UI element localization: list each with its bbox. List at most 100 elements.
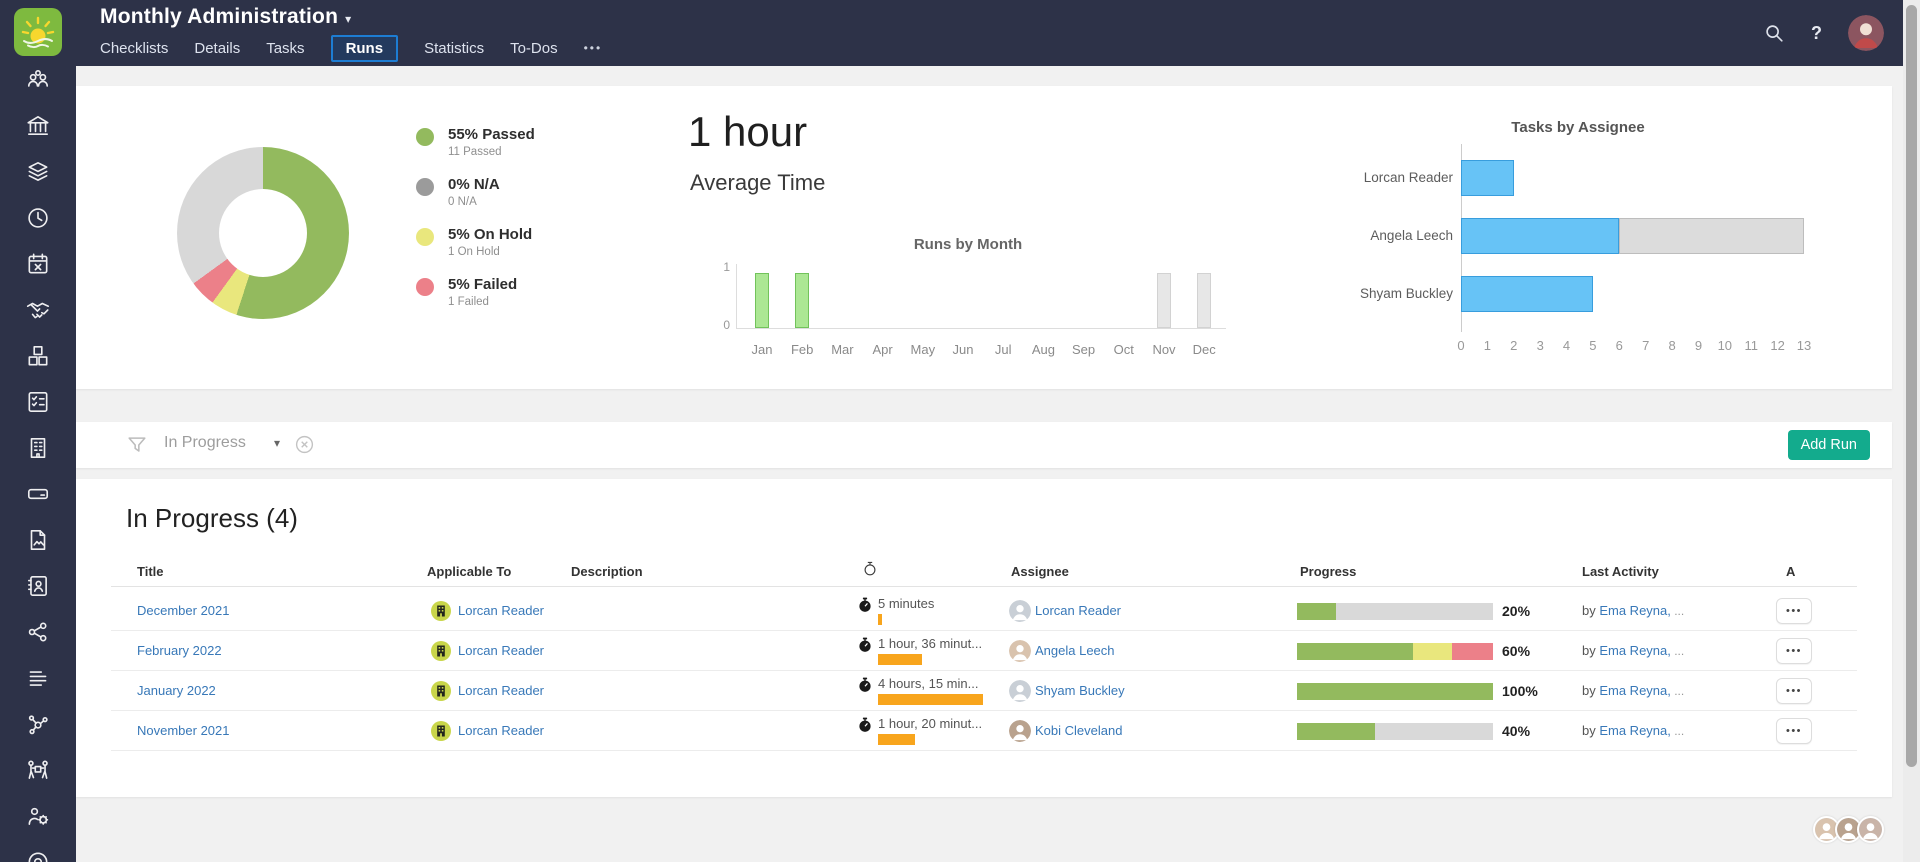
stopwatch-icon <box>859 717 871 732</box>
clock-icon <box>28 208 48 228</box>
donut-hole <box>219 189 307 277</box>
sidebar-item-file-image[interactable] <box>25 527 51 553</box>
filter-bar: In Progress ▾ Add Run <box>76 422 1892 468</box>
activity-user-link[interactable]: Ema Reyna, <box>1599 683 1671 698</box>
tab-statistics[interactable]: Statistics <box>424 39 485 57</box>
progress-segment <box>1336 603 1493 620</box>
sidebar-item-network[interactable] <box>25 711 51 737</box>
tabs-more-button[interactable]: ••• <box>583 41 603 55</box>
filter-funnel-icon[interactable] <box>126 434 148 456</box>
applicable-to-link[interactable]: Lorcan Reader <box>458 683 544 698</box>
row-actions-button[interactable]: ••• <box>1776 678 1812 704</box>
sidebar-item-text-lines[interactable] <box>25 665 51 691</box>
applicable-to-link[interactable]: Lorcan Reader <box>458 723 544 738</box>
row-actions-button[interactable]: ••• <box>1776 638 1812 664</box>
scrollbar-thumb[interactable] <box>1906 5 1917 767</box>
elapsed-time: 1 hour, 36 minut... <box>878 636 983 651</box>
handshake-icon <box>26 302 50 319</box>
sidebar-item-clock[interactable] <box>25 205 51 231</box>
sidebar-item-handshake[interactable] <box>25 297 51 323</box>
workflow-title-dropdown[interactable]: Monthly Administration ▾ <box>100 5 351 29</box>
filter-status-dropdown[interactable]: In Progress <box>164 434 246 451</box>
sidebar-item-cubes[interactable] <box>25 343 51 369</box>
assignee-link[interactable]: Shyam Buckley <box>1035 683 1125 698</box>
tab-checklists[interactable]: Checklists <box>100 39 169 57</box>
sidebar-item-layers[interactable] <box>25 159 51 185</box>
run-status-donut-chart <box>177 147 349 319</box>
app-logo-sunrise-icon[interactable] <box>14 8 62 56</box>
x-tick-label: 13 <box>1796 338 1812 353</box>
org-building-icon <box>431 601 451 621</box>
y-axis-line <box>736 264 737 329</box>
applicable-to-link[interactable]: Lorcan Reader <box>458 603 544 618</box>
sidebar-item-share-nodes[interactable] <box>25 619 51 645</box>
x-tick-label-may: May <box>910 342 936 357</box>
sidebar-item-checklist[interactable] <box>25 389 51 415</box>
filter-clear-icon[interactable] <box>294 434 315 455</box>
run-title-link[interactable]: February 2022 <box>137 643 222 658</box>
sidebar-item-contact-book[interactable] <box>25 573 51 599</box>
legend-dot <box>416 178 434 196</box>
run-title-link[interactable]: January 2022 <box>137 683 216 698</box>
presence-avatar-teammate-1 <box>1813 816 1840 843</box>
users-group-icon <box>27 69 49 87</box>
x-tick-label: 11 <box>1744 338 1758 353</box>
help-icon[interactable]: ? <box>1811 22 1822 43</box>
stopwatch-icon <box>858 677 872 693</box>
tab-tasks[interactable]: Tasks <box>266 39 305 57</box>
row-actions-button[interactable]: ••• <box>1776 718 1812 744</box>
column-header-applicable-to: Applicable To <box>427 564 512 579</box>
assignee-label-shyam-buckley: Shyam Buckley <box>1359 286 1453 301</box>
applicable-to-link[interactable]: Lorcan Reader <box>458 643 544 658</box>
sidebar-item-users-group[interactable] <box>25 67 51 93</box>
sidebar-item-people-carry[interactable] <box>25 757 51 783</box>
y-tick-label: 0 <box>723 318 730 332</box>
x-axis-line <box>736 328 1226 329</box>
bank-icon <box>27 115 49 135</box>
sidebar-item-users-gear[interactable] <box>25 803 51 829</box>
activity-user-link[interactable]: Ema Reyna, <box>1599 643 1671 658</box>
assignee-link[interactable]: Angela Leech <box>1035 643 1115 658</box>
run-title-link[interactable]: December 2021 <box>137 603 230 618</box>
presence-avatar-teammate-3 <box>1857 816 1884 843</box>
search-icon[interactable] <box>1763 22 1785 44</box>
sidebar-item-target[interactable] <box>25 849 51 862</box>
progress-segment <box>1297 643 1413 660</box>
column-header-title: Title <box>137 564 164 579</box>
tab-details[interactable]: Details <box>194 39 241 57</box>
sidebar-item-calendar-x[interactable] <box>25 251 51 277</box>
user-avatar[interactable] <box>1848 15 1884 51</box>
table-row: December 2021 Lorcan Reader 5 minutes Lorca… <box>111 591 1857 631</box>
bar-segment-tasks <box>1461 160 1514 196</box>
runs-table-card: In Progress (4) Title Applicable To Descri… <box>76 479 1892 797</box>
x-tick-label-jul: Jul <box>994 342 1012 357</box>
add-run-button[interactable]: Add Run <box>1787 430 1870 460</box>
text-lines-icon <box>29 671 47 686</box>
tab-runs[interactable]: Runs <box>330 34 399 62</box>
assignee-link[interactable]: Lorcan Reader <box>1035 603 1121 618</box>
activity-user-link[interactable]: Ema Reyna, <box>1599 603 1671 618</box>
progress-segment <box>1375 723 1493 740</box>
layers-icon <box>28 161 48 181</box>
sidebar-item-hard-drive[interactable] <box>25 481 51 507</box>
tab-to-dos[interactable]: To-Dos <box>510 39 558 57</box>
sidebar-item-building[interactable] <box>25 435 51 461</box>
sidebar-item-bank[interactable] <box>25 113 51 139</box>
progress-bar <box>1297 643 1493 660</box>
elapsed-time-bar <box>878 694 983 705</box>
legend-label: 5% On Hold <box>448 226 533 243</box>
row-actions-button[interactable]: ••• <box>1776 598 1812 624</box>
activity-user-link[interactable]: Ema Reyna, <box>1599 723 1671 738</box>
assignee-link[interactable]: Kobi Cleveland <box>1035 723 1123 738</box>
x-tick-label-feb: Feb <box>790 342 814 357</box>
x-tick-label: 2 <box>1510 338 1518 353</box>
run-title-link[interactable]: November 2021 <box>137 723 230 738</box>
target-icon <box>28 852 48 862</box>
assignee-avatar <box>1009 600 1031 622</box>
x-tick-label-mar: Mar <box>831 342 854 357</box>
building-icon <box>30 437 46 459</box>
x-tick-label: 9 <box>1694 338 1703 353</box>
users-gear-icon <box>28 807 49 825</box>
assignee-label-lorcan-reader: Lorcan Reader <box>1363 170 1453 185</box>
